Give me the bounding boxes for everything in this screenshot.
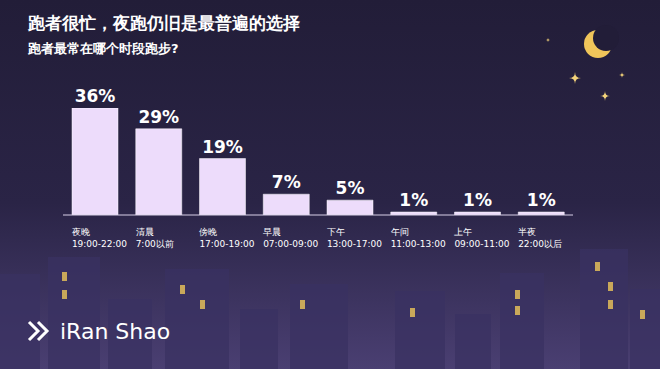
svg-text:1%: 1%: [527, 190, 556, 210]
svg-text:7%: 7%: [272, 172, 301, 192]
svg-text:傍晚17:00-19:00: 傍晚17:00-19:00: [199, 227, 254, 249]
svg-text:下午13:00-17:00: 下午13:00-17:00: [327, 227, 382, 249]
svg-text:半夜22:00以后: 半夜22:00以后: [518, 227, 562, 249]
svg-text:早晨07:00-09:00: 早晨07:00-09:00: [263, 227, 318, 249]
svg-text:夜晚19:00-22:00: 夜晚19:00-22:00: [72, 227, 127, 249]
svg-text:清晨7:00以前: 清晨7:00以前: [136, 227, 174, 249]
svg-text:1%: 1%: [399, 190, 428, 210]
svg-text:午间11:00-13:00: 午间11:00-13:00: [391, 227, 446, 249]
html-text:跑者最常在哪个时段跑步?: 跑者最常在哪个时段跑步?: [28, 41, 179, 56]
svg-text:36%: 36%: [75, 86, 116, 106]
svg-text:上午09:00-11:00: 上午09:00-11:00: [454, 227, 509, 249]
html-text:跑者很忙，夜跑仍旧是最普遍的选择: 跑者很忙，夜跑仍旧是最普遍的选择: [28, 13, 300, 33]
svg-text:29%: 29%: [138, 107, 179, 127]
svg-text:19%: 19%: [202, 137, 243, 157]
html-text:iRan Shao: iRan Shao: [60, 318, 171, 344]
svg-text:1%: 1%: [463, 190, 492, 210]
svg-text:5%: 5%: [336, 178, 365, 198]
